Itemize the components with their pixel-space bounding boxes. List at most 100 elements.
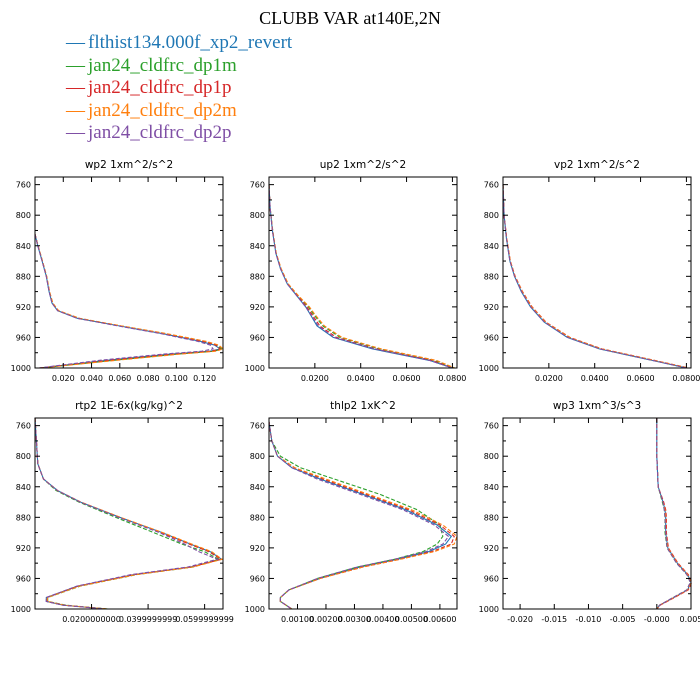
x-tick-label: 0.0200 bbox=[301, 374, 329, 383]
legend-line-icon: — bbox=[66, 54, 85, 76]
y-tick-label: 760 bbox=[16, 422, 31, 431]
y-tick-label: 800 bbox=[484, 211, 499, 220]
panel-title: vp2 1xm^2/s^2 bbox=[554, 159, 640, 171]
x-tick-label: -0.010 bbox=[576, 615, 602, 624]
series-line bbox=[268, 421, 444, 610]
y-tick-label: 880 bbox=[250, 513, 265, 522]
series-line bbox=[34, 417, 223, 610]
x-tick-label: 0.100 bbox=[165, 374, 188, 383]
x-tick-label: 0.040 bbox=[80, 374, 103, 383]
series-line bbox=[502, 184, 689, 369]
series-line bbox=[268, 184, 453, 369]
y-tick-label: 800 bbox=[250, 452, 265, 461]
y-tick-label: 840 bbox=[484, 242, 499, 251]
y-tick-label: 960 bbox=[484, 333, 499, 342]
series-line bbox=[268, 421, 458, 610]
x-tick-label: 0.005 bbox=[680, 615, 700, 624]
x-tick-label: 0.0399999999 bbox=[119, 615, 178, 624]
legend-line-icon: — bbox=[66, 32, 85, 53]
y-tick-label: 1000 bbox=[11, 364, 31, 373]
y-tick-label: 960 bbox=[16, 333, 31, 342]
legend-label: flthist134.000f_xp2_revert bbox=[88, 32, 293, 53]
y-tick-label: 1000 bbox=[245, 605, 265, 614]
panel-title: rtp2 1E-6x(kg/kg)^2 bbox=[75, 400, 183, 412]
y-tick-label: 840 bbox=[16, 483, 31, 492]
series-line bbox=[502, 184, 688, 369]
x-tick-label: -0.005 bbox=[610, 615, 636, 624]
x-tick-label: 0.060 bbox=[108, 374, 131, 383]
y-tick-label: 760 bbox=[484, 422, 499, 431]
series-line bbox=[656, 418, 692, 610]
legend: — flthist134.000f_xp2_revert — jan24_cldfr… bbox=[66, 32, 292, 145]
x-tick-label: 0.0600 bbox=[627, 374, 655, 383]
y-tick-label: 920 bbox=[16, 303, 31, 312]
panel-frame bbox=[268, 417, 458, 610]
legend-line-icon: — bbox=[66, 99, 85, 121]
legend-entry: — flthist134.000f_xp2_revert bbox=[66, 32, 292, 55]
y-tick-label: 760 bbox=[484, 181, 499, 190]
x-tick-label: 0.120 bbox=[193, 374, 216, 383]
x-tick-label: 0.0400 bbox=[347, 374, 375, 383]
series-line bbox=[34, 234, 215, 369]
y-tick-label: 880 bbox=[484, 513, 499, 522]
y-tick-label: 920 bbox=[484, 303, 499, 312]
series-line bbox=[34, 234, 222, 369]
panel-title: thlp2 1xK^2 bbox=[330, 400, 396, 412]
x-tick-label: 0.00300 bbox=[338, 615, 371, 624]
y-tick-label: 800 bbox=[484, 452, 499, 461]
y-tick-label: 920 bbox=[484, 544, 499, 553]
panel-title: wp3 1xm^3/s^3 bbox=[553, 400, 641, 412]
y-tick-label: 840 bbox=[250, 242, 265, 251]
y-tick-label: 1000 bbox=[479, 364, 499, 373]
x-tick-label: 0.0599999999 bbox=[175, 615, 234, 624]
x-tick-label: 0.0800 bbox=[672, 374, 700, 383]
y-tick-label: 880 bbox=[16, 272, 31, 281]
series-line bbox=[34, 234, 225, 369]
y-tick-label: 1000 bbox=[479, 605, 499, 614]
legend-label: jan24_cldfrc_dp2p bbox=[88, 122, 232, 143]
y-tick-label: 960 bbox=[250, 333, 265, 342]
series-line bbox=[502, 184, 687, 369]
x-tick-label: 0.0800 bbox=[438, 374, 466, 383]
series-line bbox=[656, 418, 693, 610]
x-tick-label: 0.0200000000 bbox=[62, 615, 121, 624]
y-tick-label: 920 bbox=[250, 303, 265, 312]
x-tick-label: -0.000 bbox=[644, 615, 670, 624]
y-tick-label: 1000 bbox=[11, 605, 31, 614]
legend-entry: — jan24_cldfrc_dp1m bbox=[66, 55, 292, 78]
y-tick-label: 760 bbox=[250, 181, 265, 190]
series-line bbox=[656, 418, 691, 610]
x-tick-label: 0.020 bbox=[52, 374, 75, 383]
y-tick-label: 800 bbox=[16, 452, 31, 461]
y-tick-label: 760 bbox=[16, 181, 31, 190]
legend-entry: — jan24_cldfrc_dp2m bbox=[66, 100, 292, 123]
series-line bbox=[268, 184, 455, 369]
series-line bbox=[34, 417, 221, 610]
x-tick-label: 0.00200 bbox=[309, 615, 342, 624]
series-line bbox=[268, 184, 455, 369]
series-line bbox=[502, 184, 689, 369]
panel-frame bbox=[34, 176, 224, 369]
series-line bbox=[34, 417, 223, 610]
y-tick-label: 920 bbox=[250, 544, 265, 553]
chart-title: CLUBB VAR at140E,2N bbox=[259, 8, 441, 28]
legend-label: jan24_cldfrc_dp1m bbox=[88, 54, 237, 76]
legend-line-icon: — bbox=[66, 77, 85, 98]
y-tick-label: 800 bbox=[16, 211, 31, 220]
x-tick-label: 0.00500 bbox=[395, 615, 428, 624]
series-line bbox=[656, 418, 692, 610]
x-tick-label: -0.015 bbox=[541, 615, 567, 624]
series-line bbox=[34, 234, 223, 369]
panel-title: wp2 1xm^2/s^2 bbox=[85, 159, 173, 171]
y-tick-label: 840 bbox=[16, 242, 31, 251]
x-tick-label: 0.00600 bbox=[423, 615, 456, 624]
x-tick-label: 0.00400 bbox=[366, 615, 399, 624]
x-tick-label: 0.00100 bbox=[281, 615, 314, 624]
series-line bbox=[34, 417, 220, 610]
panel-frame bbox=[502, 176, 692, 369]
y-tick-label: 880 bbox=[16, 513, 31, 522]
series-line bbox=[268, 184, 453, 369]
legend-label: jan24_cldfrc_dp2m bbox=[88, 99, 237, 121]
y-tick-label: 760 bbox=[250, 422, 265, 431]
